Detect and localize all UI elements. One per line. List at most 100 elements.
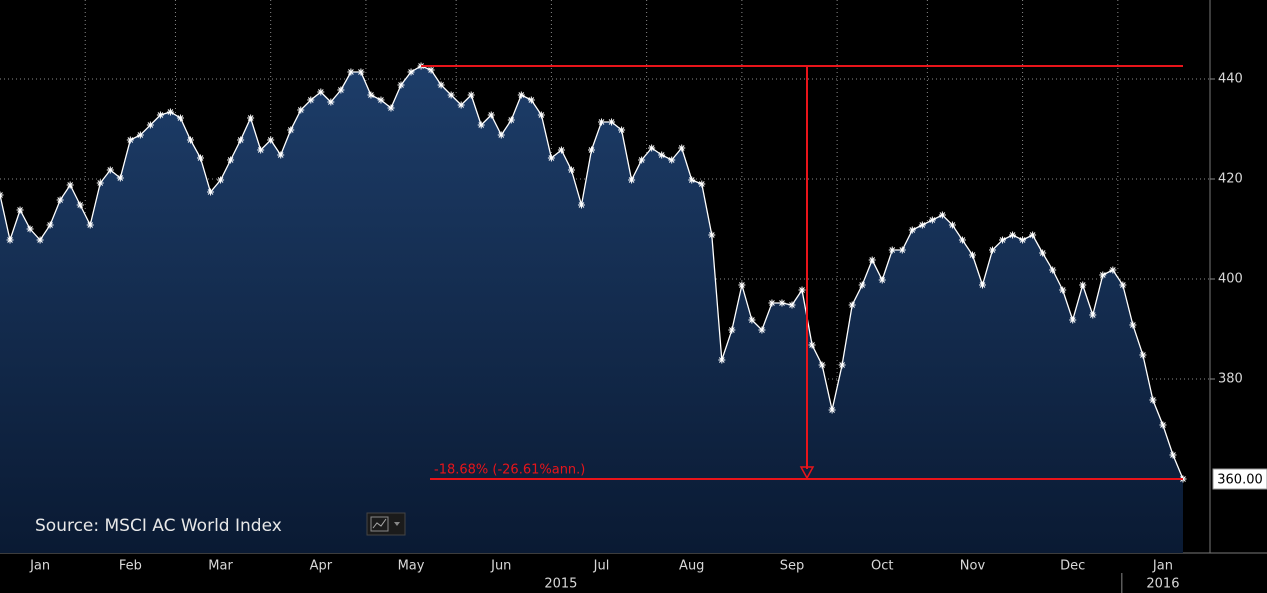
point-marker bbox=[658, 151, 666, 159]
point-marker bbox=[678, 144, 686, 152]
point-marker bbox=[858, 281, 866, 289]
x-tick-label: May bbox=[398, 559, 425, 574]
point-marker bbox=[467, 91, 475, 99]
button-frame[interactable] bbox=[366, 512, 406, 536]
point-marker bbox=[217, 176, 225, 184]
point-marker bbox=[898, 246, 906, 254]
point-marker bbox=[166, 108, 174, 116]
point-marker bbox=[6, 236, 14, 244]
x-tick-label: Sep bbox=[780, 559, 805, 574]
point-marker bbox=[106, 166, 114, 174]
arrow-head bbox=[799, 466, 815, 480]
point-marker bbox=[577, 201, 585, 209]
point-marker bbox=[537, 111, 545, 119]
point-marker bbox=[758, 326, 766, 334]
point-marker bbox=[156, 111, 164, 119]
point-marker bbox=[397, 81, 405, 89]
point-marker bbox=[728, 326, 736, 334]
point-marker bbox=[497, 131, 505, 139]
point-marker bbox=[66, 181, 74, 189]
point-marker bbox=[788, 301, 796, 309]
y-tick-label: 380 bbox=[1218, 372, 1243, 387]
point-marker bbox=[407, 68, 415, 76]
point-marker bbox=[738, 281, 746, 289]
point-marker bbox=[1139, 351, 1147, 359]
last-value-box bbox=[1212, 468, 1267, 490]
point-marker bbox=[16, 206, 24, 214]
point-marker bbox=[768, 299, 776, 307]
point-marker bbox=[337, 86, 345, 94]
point-marker bbox=[527, 96, 535, 104]
point-marker bbox=[36, 236, 44, 244]
point-marker bbox=[1119, 281, 1127, 289]
point-marker bbox=[1149, 396, 1157, 404]
point-marker bbox=[146, 121, 154, 129]
point-marker bbox=[477, 121, 485, 129]
point-marker bbox=[1019, 236, 1027, 244]
point-marker bbox=[708, 231, 716, 239]
point-marker bbox=[868, 256, 876, 264]
point-marker bbox=[227, 156, 235, 164]
x-group-label: 2015 bbox=[544, 577, 577, 592]
point-marker bbox=[908, 226, 916, 234]
point-marker bbox=[598, 118, 606, 126]
x-tick-label: Oct bbox=[871, 559, 893, 574]
point-marker bbox=[808, 341, 816, 349]
area bbox=[0, 66, 1183, 553]
point-marker bbox=[938, 211, 946, 219]
x-tick-label: Apr bbox=[310, 559, 333, 574]
point-marker bbox=[628, 176, 636, 184]
point-marker bbox=[116, 174, 124, 182]
chart-type-button[interactable] bbox=[366, 512, 406, 536]
button-caret bbox=[394, 522, 400, 526]
point-marker bbox=[1029, 231, 1037, 239]
point-marker bbox=[1049, 266, 1057, 274]
point-marker bbox=[618, 126, 626, 134]
point-marker bbox=[878, 276, 886, 284]
point-marker bbox=[186, 136, 194, 144]
point-marker bbox=[748, 316, 756, 324]
y-tick-label: 400 bbox=[1218, 272, 1243, 287]
point-marker bbox=[1099, 271, 1107, 279]
x-tick-label: Aug bbox=[679, 559, 704, 574]
point-marker bbox=[989, 246, 997, 254]
point-marker bbox=[46, 221, 54, 229]
point-marker bbox=[948, 221, 956, 229]
point-marker bbox=[237, 136, 245, 144]
point-marker bbox=[547, 154, 555, 162]
point-marker bbox=[958, 236, 966, 244]
x-group-label: 2016 bbox=[1146, 577, 1179, 592]
point-marker bbox=[277, 151, 285, 159]
point-marker bbox=[1039, 249, 1047, 257]
point-marker bbox=[1009, 231, 1017, 239]
point-marker bbox=[387, 104, 395, 112]
button-icon-line bbox=[372, 518, 387, 529]
point-marker bbox=[848, 301, 856, 309]
point-marker bbox=[588, 146, 595, 154]
point-marker bbox=[1109, 266, 1117, 274]
point-marker bbox=[608, 118, 616, 126]
point-marker bbox=[1089, 311, 1097, 319]
point-marker bbox=[798, 286, 806, 294]
point-marker bbox=[26, 225, 34, 233]
point-marker bbox=[176, 114, 184, 122]
point-marker bbox=[968, 251, 976, 259]
button-icon bbox=[370, 516, 389, 532]
point-marker bbox=[517, 91, 525, 99]
point-marker bbox=[778, 299, 786, 307]
point-marker bbox=[136, 131, 144, 139]
x-tick-label: Mar bbox=[208, 559, 233, 574]
x-tick-label: Jul bbox=[593, 559, 610, 574]
point-marker bbox=[918, 221, 926, 229]
point-marker bbox=[557, 146, 565, 154]
point-marker bbox=[928, 216, 936, 224]
point-marker bbox=[1169, 451, 1177, 459]
point-marker bbox=[257, 146, 265, 154]
point-marker bbox=[437, 81, 445, 89]
point-marker bbox=[76, 201, 84, 209]
point-marker bbox=[56, 196, 64, 204]
last-value-label: 360.00 bbox=[1217, 473, 1263, 488]
